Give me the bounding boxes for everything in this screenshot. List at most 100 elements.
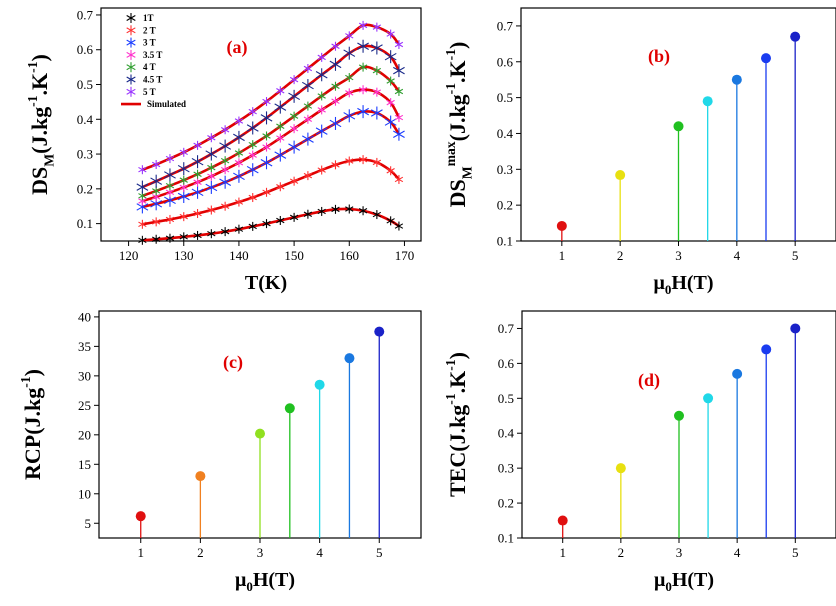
legend-label-4: 4 T xyxy=(143,62,156,72)
data-point-0-11 xyxy=(289,212,299,222)
x-axis-label-b: μ0H(T) xyxy=(653,272,713,297)
data-point-6-18 xyxy=(386,29,395,39)
data-point-4-17 xyxy=(372,66,382,76)
data-point-1-14 xyxy=(331,160,340,170)
data-point-2-10 xyxy=(274,148,287,162)
x-tick-label-a: 130 xyxy=(174,248,194,263)
stem-marker-b-2 xyxy=(673,121,684,132)
data-point-2-16 xyxy=(357,105,369,119)
data-point-5-13 xyxy=(315,68,328,82)
x-tick-label-b: 5 xyxy=(792,248,799,263)
data-point-3-11 xyxy=(289,124,299,134)
data-point-2-15 xyxy=(343,109,356,123)
stem-marker-b-0 xyxy=(556,220,567,231)
data-point-0-16 xyxy=(358,206,368,216)
y-tick-label-d: 0.1 xyxy=(498,531,514,546)
data-point-6-12 xyxy=(303,64,313,74)
x-tick-label-b: 3 xyxy=(675,248,682,263)
data-point-6-0 xyxy=(138,165,147,175)
data-point-6-3 xyxy=(179,147,188,157)
data-point-5-16 xyxy=(357,39,369,53)
data-point-6-2 xyxy=(165,154,175,164)
data-point-0-9 xyxy=(262,219,271,229)
data-point-3-10 xyxy=(276,133,285,143)
stem-marker-c-2 xyxy=(255,428,265,439)
stems-d xyxy=(557,323,801,538)
data-point-6-17 xyxy=(372,22,382,32)
data-point-3-19 xyxy=(394,113,404,123)
stem-marker-b-4 xyxy=(731,74,742,85)
data-point-5-9 xyxy=(260,111,273,125)
data-point-3-13 xyxy=(317,105,326,115)
y-tick-label-b: 0.3 xyxy=(497,162,513,177)
data-point-3-5 xyxy=(207,171,216,181)
x-tick-label-a: 160 xyxy=(340,248,360,263)
data-point-0-5 xyxy=(207,229,216,239)
plot-frame-a xyxy=(100,7,422,242)
y-tick-label-c: 10 xyxy=(78,486,91,501)
stem-marker-c-6 xyxy=(374,326,385,337)
data-point-0-19 xyxy=(394,221,404,231)
legend-marker-4 xyxy=(126,62,136,73)
data-point-1-2 xyxy=(165,214,175,224)
stem-marker-b-3 xyxy=(702,96,713,107)
data-point-3-6 xyxy=(220,165,230,175)
y-axis-label-a: DSM(J.kg-1.K-1) xyxy=(25,54,56,195)
data-point-4-15 xyxy=(345,73,354,83)
y-tick-label-d: 0.5 xyxy=(498,391,514,406)
data-point-0-6 xyxy=(220,227,230,237)
x-tick-label-c: 4 xyxy=(316,545,323,560)
data-point-6-14 xyxy=(331,41,340,51)
axes-c: 1 2 3 4 5 5 10 15 20 25 30 35 40 xyxy=(78,309,422,560)
y-axis-label-d: TEC(J.kg-1.K-1) xyxy=(443,352,470,497)
data-point-2-7 xyxy=(233,169,245,183)
data-point-4-11 xyxy=(289,111,299,121)
data-point-1-3 xyxy=(179,212,188,222)
legend-label-5: 4.5 T xyxy=(143,75,162,85)
legend-marker-3 xyxy=(126,49,136,60)
data-point-6-1 xyxy=(152,159,161,169)
data-point-3-17 xyxy=(372,87,382,97)
data-point-6-6 xyxy=(220,125,230,135)
data-point-0-13 xyxy=(317,206,326,216)
data-point-0-4 xyxy=(193,230,202,240)
legend-a: 1T 2 T 3 T 3.5 T 4 T 4.5 T 5 T Simulated xyxy=(121,13,186,109)
data-point-6-11 xyxy=(289,75,299,85)
data-point-1-6 xyxy=(220,201,230,211)
data-point-1-12 xyxy=(303,171,313,181)
y-tick-label-a: 0.1 xyxy=(77,216,93,231)
y-tick-label-d: 0.4 xyxy=(498,426,515,441)
data-point-1-16 xyxy=(358,155,368,165)
y-tick-label-c: 15 xyxy=(78,457,91,472)
stem-marker-b-6 xyxy=(790,31,801,42)
stem-marker-d-2 xyxy=(674,410,684,421)
legend-label-0: 1T xyxy=(143,13,154,23)
x-axis-label-a: T(K) xyxy=(245,272,287,294)
data-point-5-3 xyxy=(177,162,190,176)
data-point-5-7 xyxy=(233,130,245,144)
x-tick-label-d: 5 xyxy=(792,545,799,560)
axes-a: 120 130 140 150 160 170 0.1 0.2 0.3 0.4 0.5 0.6 0.7 xyxy=(77,7,422,263)
legend-label-2: 3 T xyxy=(143,38,156,48)
data-point-1-18 xyxy=(386,166,395,176)
x-tick-label-d: 2 xyxy=(618,545,625,560)
y-tick-label-b: 0.4 xyxy=(497,126,514,141)
y-tick-label-d: 0.2 xyxy=(498,496,514,511)
axes-d: 1 2 3 4 5 0.1 0.2 0.3 0.4 0.5 0.6 0.7 xyxy=(498,310,836,560)
legend-marker-6 xyxy=(126,86,136,97)
stem-marker-c-3 xyxy=(284,403,295,414)
y-tick-label-b: 0.6 xyxy=(497,54,514,69)
data-point-2-8 xyxy=(246,163,259,177)
y-tick-label-c: 30 xyxy=(78,368,91,383)
data-point-2-11 xyxy=(288,140,301,154)
stem-marker-d-6 xyxy=(790,323,801,334)
data-point-2-17 xyxy=(370,106,383,120)
panel-label-b: (b) xyxy=(648,46,670,67)
y-tick-label-a: 0.4 xyxy=(77,112,94,127)
y-tick-label-b: 0.2 xyxy=(497,198,513,213)
data-point-4-9 xyxy=(262,131,271,141)
x-tick-label-c: 1 xyxy=(137,545,144,560)
data-point-6-4 xyxy=(193,140,202,150)
data-point-4-16 xyxy=(358,62,368,72)
